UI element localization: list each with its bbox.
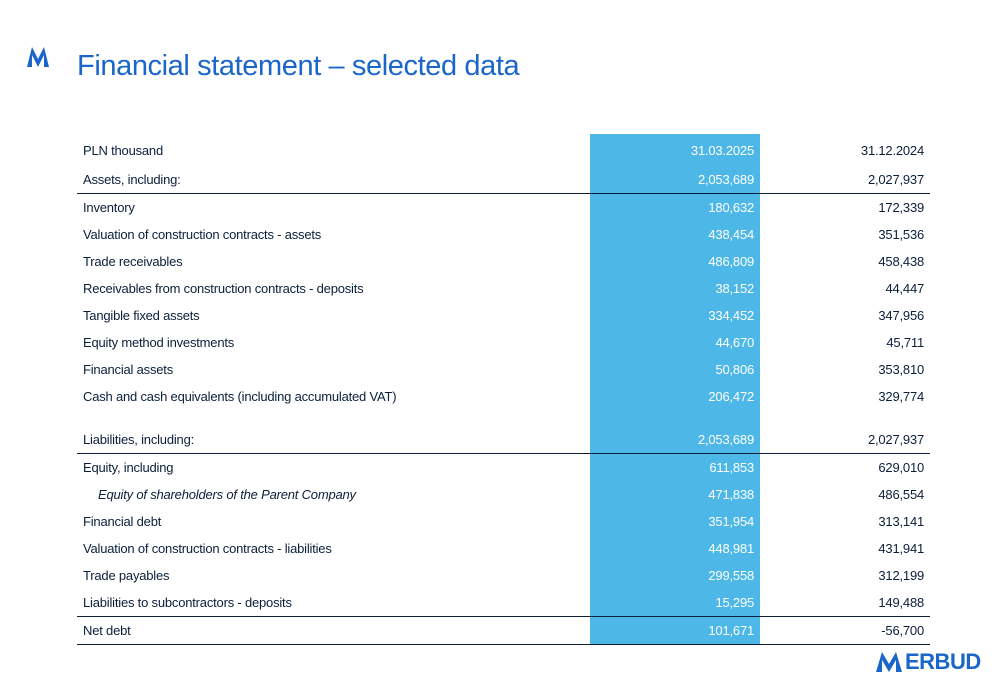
row-label: Equity method investments [83,335,235,350]
row-value-previous: 486,554 [878,487,924,502]
row-value-current: 206,472 [708,389,754,404]
row-value-previous: 2,027,937 [867,432,924,447]
table-row: Equity, including 611,853 629,010 [77,454,930,481]
table-row: Cash and cash equivalents (including acc… [77,383,930,410]
row-value-previous: 347,956 [878,308,924,323]
table-row: Equity of shareholders of the Parent Com… [77,481,930,508]
row-value-previous: 458,438 [878,254,924,269]
corner-chevron-icon [27,47,49,67]
row-value-previous: 329,774 [878,389,924,404]
row-label: Trade receivables [83,254,183,269]
page-title: Financial statement – selected data [77,50,520,82]
table-row: Liabilities to subcontractors - deposits… [77,589,930,617]
table-row: Valuation of construction contracts - as… [77,221,930,248]
row-label: Assets, including: [83,172,181,187]
row-label: Liabilities to subcontractors - deposits [83,595,292,610]
row-label: Receivables from construction contracts … [83,281,364,296]
assets-total-row: Assets, including: 2,053,689 2,027,937 [77,166,930,194]
row-value-current: 15,295 [715,595,754,610]
header-col-current: 31.03.2025 [690,142,754,158]
row-value-previous: 149,488 [878,595,924,610]
table-header-row: PLN thousand 31.03.2025 31.12.2024 [77,134,930,166]
row-label: Financial debt [83,514,162,529]
row-value-previous: 45,711 [886,335,924,350]
row-label: Equity of shareholders of the Parent Com… [98,487,356,502]
table-row: Trade payables 299,558 312,199 [77,562,930,589]
row-value-previous: 2,027,937 [867,172,924,187]
row-value-previous: 353,810 [878,362,924,377]
net-debt-row: Net debt 101,671 -56,700 [77,617,930,645]
row-value-current: 180,632 [708,200,754,215]
row-value-current: 334,452 [708,308,754,323]
row-label: Cash and cash equivalents (including acc… [83,389,397,404]
row-label: Tangible fixed assets [83,308,200,323]
liabilities-total-row: Liabilities, including: 2,053,689 2,027,… [77,426,930,454]
row-value-previous: 312,199 [878,568,924,583]
row-value-current: 611,853 [709,460,754,475]
row-value-current: 38,152 [715,281,754,296]
table-row: Equity method investments 44,670 45,711 [77,329,930,356]
row-value-previous: 172,339 [878,200,924,215]
erbud-logo-icon [876,652,902,672]
row-value-current: 2,053,689 [697,432,754,447]
row-value-current: 2,053,689 [697,172,754,187]
row-label: Valuation of construction contracts - as… [83,227,322,242]
financial-table: PLN thousand 31.03.2025 31.12.2024 Asset… [77,134,930,645]
row-value-current: 299,558 [708,568,754,583]
row-label: Liabilities, including: [83,432,195,447]
table-row: Valuation of construction contracts - li… [77,535,930,562]
row-label: Valuation of construction contracts - li… [83,541,332,556]
row-value-previous: 351,536 [878,227,924,242]
header-unit-label: PLN thousand [83,142,163,158]
row-label: Net debt [83,623,131,638]
row-label: Financial assets [83,362,174,377]
row-value-current: 44,670 [715,335,754,350]
row-value-current: 50,806 [715,362,754,377]
row-value-current: 448,981 [708,541,754,556]
logo-text: ERBUD [905,649,981,674]
table-row: Financial debt 351,954 313,141 [77,508,930,535]
table-row: Receivables from construction contracts … [77,275,930,302]
row-label: Inventory [83,200,135,215]
table-row: Financial assets 50,806 353,810 [77,356,930,383]
row-value-current: 471,838 [708,487,754,502]
row-value-previous: 431,941 [878,541,924,556]
header-col-previous: 31.12.2024 [860,142,924,158]
row-value-current: 438,454 [708,227,754,242]
row-value-current: 351,954 [708,514,754,529]
row-value-previous: -56,700 [881,623,924,638]
table-row: Trade receivables 486,809 458,438 [77,248,930,275]
company-logo: ERBUD [876,651,981,673]
row-value-current: 486,809 [708,254,754,269]
current-period-column-highlight [590,134,760,644]
table-row: Tangible fixed assets 334,452 347,956 [77,302,930,329]
row-label: Equity, including [83,460,174,475]
row-value-previous: 313,141 [878,514,924,529]
row-label: Trade payables [83,568,170,583]
row-value-previous: 44,447 [885,281,924,296]
row-value-current: 101,671 [708,623,754,638]
row-value-previous: 629,010 [878,460,924,475]
table-row: Inventory 180,632 172,339 [77,194,930,221]
